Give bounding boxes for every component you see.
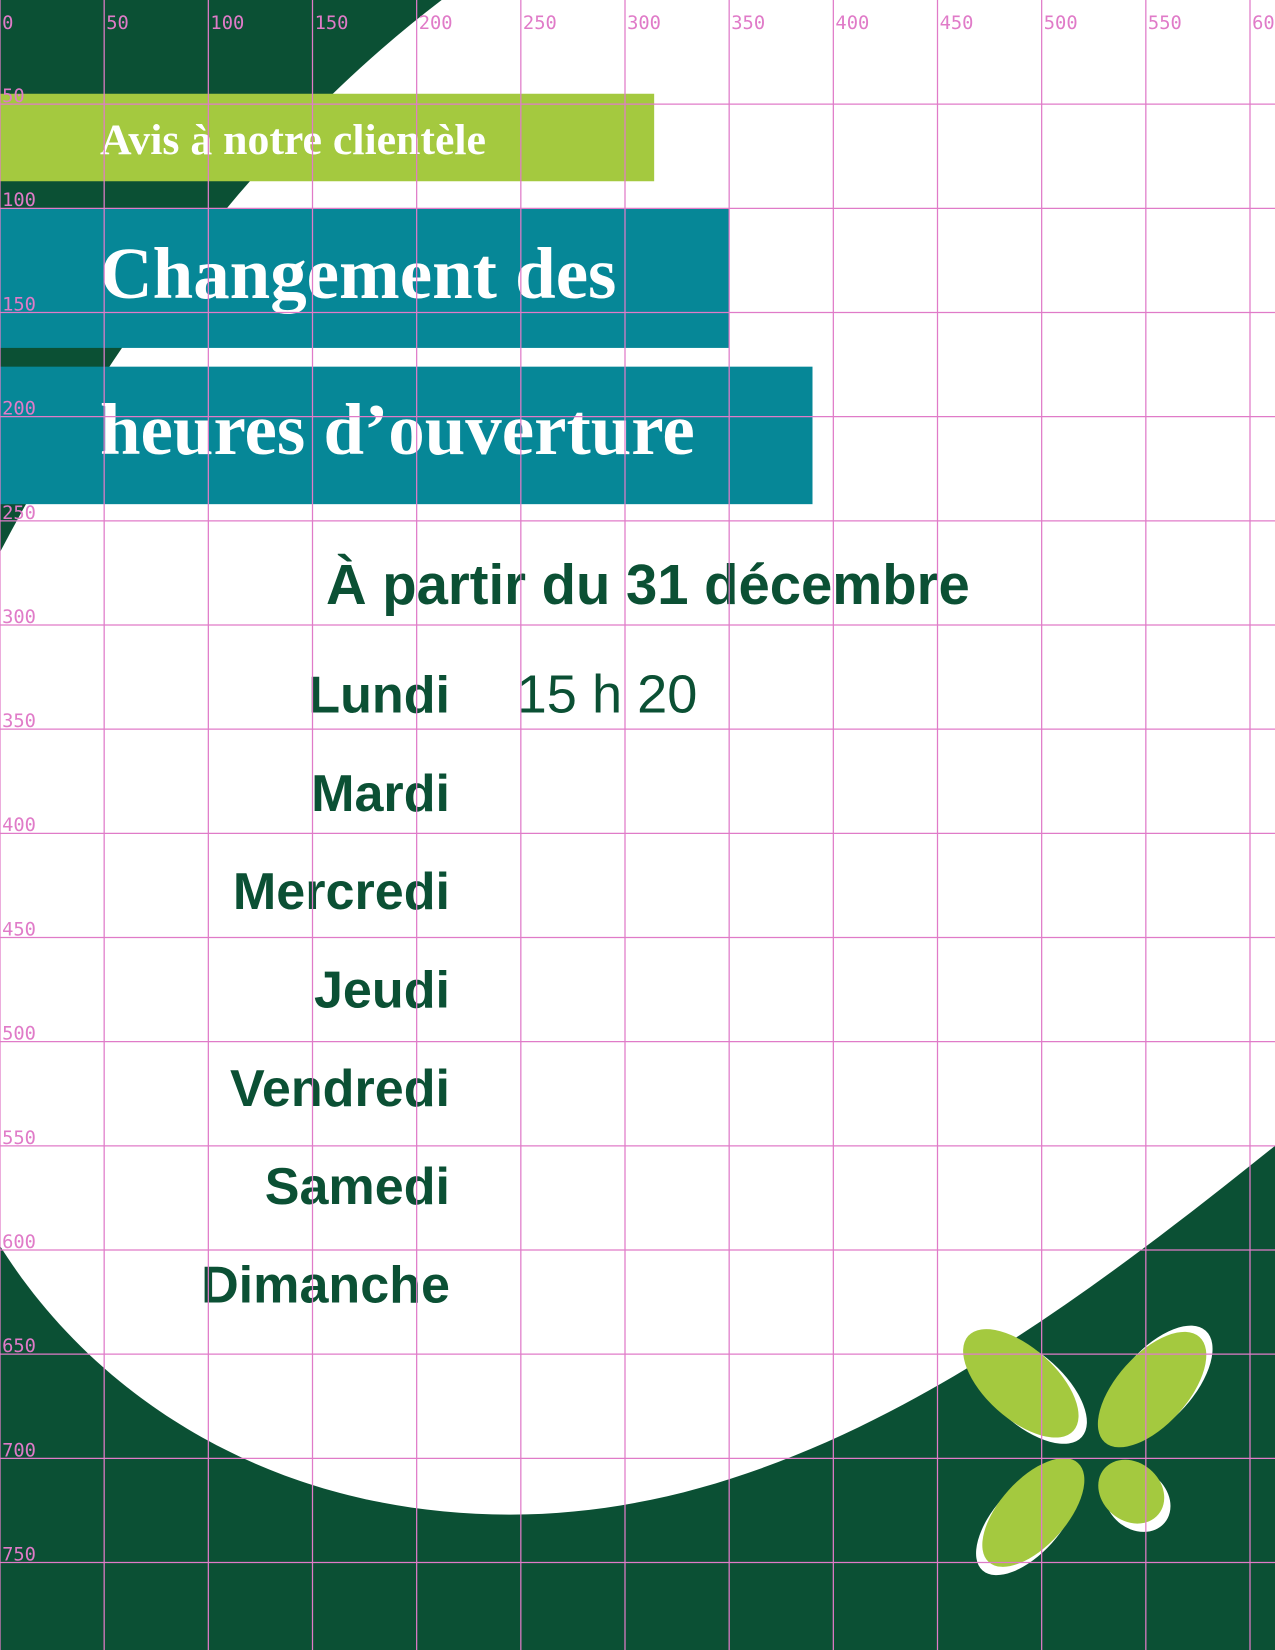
grid-label: 200 (419, 13, 453, 34)
notice: Avis à notre clientèle (100, 116, 486, 164)
logo-leaf (982, 1458, 1085, 1567)
grid-label: 750 (2, 1544, 36, 1565)
title-band (0, 208, 730, 348)
notice-band (0, 93, 655, 182)
grid-label: 450 (940, 13, 974, 34)
title-band (0, 366, 813, 505)
grid-label: 400 (2, 815, 36, 836)
grid-label: 400 (835, 13, 869, 34)
grid-label: 500 (1044, 13, 1078, 34)
day: Jeudi (314, 962, 450, 1020)
hours: 15 h 20 (517, 665, 698, 725)
logo-leaf (1098, 1459, 1165, 1524)
day: Lundi (308, 667, 450, 725)
grid-label: 700 (2, 1440, 36, 1461)
grid-label: 50 (106, 13, 129, 34)
grid-label: 550 (1148, 13, 1182, 34)
grid-label: 100 (210, 13, 244, 34)
grid-label: 600 (2, 1232, 36, 1253)
grid-label: 150 (2, 294, 36, 315)
grid-label: 600 (1252, 13, 1275, 34)
title: Changement des (100, 233, 616, 314)
grid-label: 650 (2, 1336, 36, 1357)
logo-leaf (1097, 1331, 1207, 1448)
day: Mercredi (233, 863, 450, 921)
grid-label: 250 (2, 503, 36, 524)
schedule: Lundi 15 h 20 Mardi Mercredi Jeudi Vendredi Sa… (201, 665, 697, 1315)
grid-label: 500 (2, 1024, 36, 1045)
grid-label: 150 (315, 13, 349, 34)
title: heures d’ouverture (100, 389, 695, 470)
grid-label: 350 (2, 711, 36, 732)
grid-label: 0 (2, 13, 13, 34)
grid-label: 300 (2, 607, 36, 628)
day: Mardi (311, 765, 450, 823)
logo-leaf (963, 1329, 1079, 1438)
day: Dimanche (201, 1257, 450, 1315)
grid-label: 550 (2, 1128, 36, 1149)
grid-label: 300 (627, 13, 661, 34)
grid-label: 100 (2, 190, 36, 211)
subtitle: À partir du 31 décembre (326, 553, 970, 616)
grid-label: 250 (523, 13, 557, 34)
day: Vendredi (230, 1060, 450, 1118)
grid-label: 450 (2, 919, 36, 940)
grid-label: 350 (731, 13, 765, 34)
grid-label: 50 (2, 86, 25, 107)
grid-label: 200 (2, 399, 36, 420)
day: Samedi (265, 1158, 450, 1216)
